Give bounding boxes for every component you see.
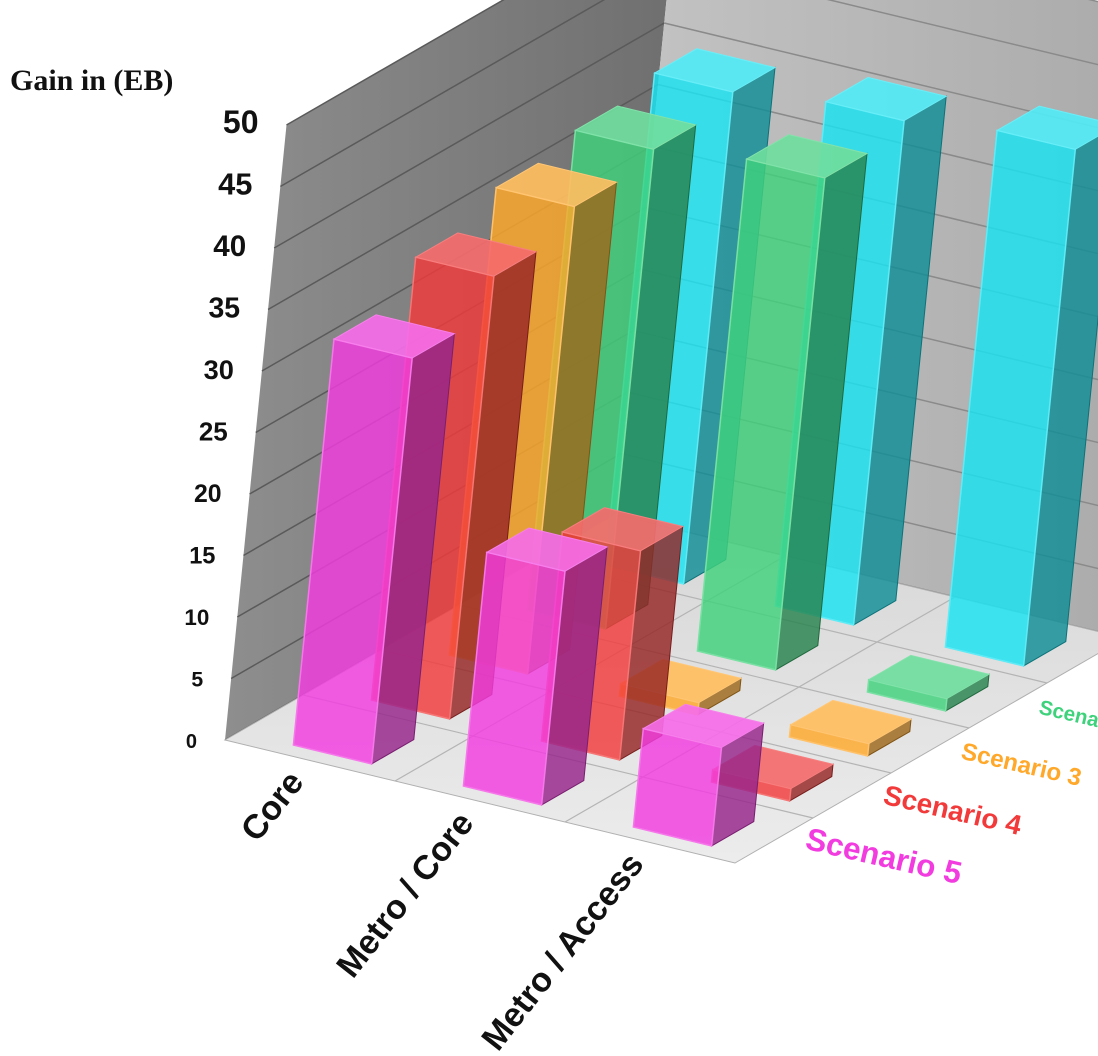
bar-top <box>995 105 1098 150</box>
bar-top <box>653 48 777 93</box>
bar-top <box>824 76 948 122</box>
category-label: Core <box>234 764 312 848</box>
bar <box>462 527 609 806</box>
bar <box>632 703 765 847</box>
series-label: Scenario 3 <box>959 738 1084 792</box>
y-tick-label: 35 <box>208 293 240 325</box>
y-tick-label: 45 <box>218 167 252 202</box>
y-tick-label: 0 <box>186 731 197 753</box>
bar <box>788 699 913 757</box>
y-axis-ticks: 0 5 10 15 20 25 30 35 40 45 50 <box>184 104 258 753</box>
series-label: Scenario 5 <box>802 821 965 891</box>
bar-top <box>867 654 991 700</box>
series-label: Scenario 4 <box>881 779 1025 841</box>
bar-front <box>632 727 723 847</box>
gridline-back <box>826 0 1098 66</box>
floor-grid-category <box>564 596 956 823</box>
bar-top <box>560 507 685 552</box>
bar-top <box>745 134 869 179</box>
bar-top <box>414 232 538 277</box>
bar <box>696 134 869 671</box>
y-tick-label: 10 <box>184 605 209 630</box>
y-tick-label: 20 <box>194 481 222 508</box>
y-tick-label: 25 <box>199 417 228 447</box>
bar-top <box>641 703 765 749</box>
y-tick-label: 5 <box>191 669 203 692</box>
bar-top <box>332 314 456 359</box>
gridline-left <box>279 0 606 188</box>
bar-top <box>789 699 913 745</box>
y-tick-label: 50 <box>223 104 259 140</box>
y-axis-title: Gain in (EB) <box>10 64 173 97</box>
bar <box>944 105 1098 667</box>
category-label: Metro / Access <box>474 846 651 1056</box>
bar-top <box>485 527 609 572</box>
y-tick-label: 15 <box>189 544 215 570</box>
bar-top <box>494 162 618 208</box>
bars <box>292 48 1098 847</box>
category-label: Metro / Core <box>329 805 481 985</box>
bar <box>866 654 991 712</box>
bar <box>292 314 456 765</box>
gridline-left <box>273 22 665 249</box>
bar-top <box>574 105 698 150</box>
y-tick-label: 40 <box>213 230 246 263</box>
gridline-left <box>286 0 505 126</box>
series-label: Scenario 2 <box>1037 696 1098 742</box>
y-tick-label: 30 <box>204 354 234 385</box>
